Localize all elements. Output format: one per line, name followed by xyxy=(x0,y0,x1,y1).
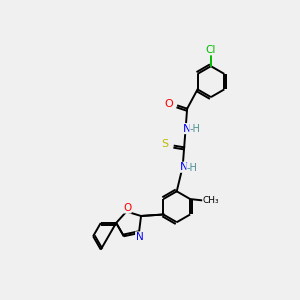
Text: Cl: Cl xyxy=(206,45,216,55)
Text: N: N xyxy=(183,124,191,134)
Text: O: O xyxy=(164,99,173,109)
Text: S: S xyxy=(161,140,168,149)
Text: N: N xyxy=(180,162,188,172)
Text: O: O xyxy=(123,203,131,213)
Text: -H: -H xyxy=(190,124,201,134)
Text: -H: -H xyxy=(187,163,198,173)
Text: N: N xyxy=(136,232,143,242)
Text: CH₃: CH₃ xyxy=(202,196,219,205)
